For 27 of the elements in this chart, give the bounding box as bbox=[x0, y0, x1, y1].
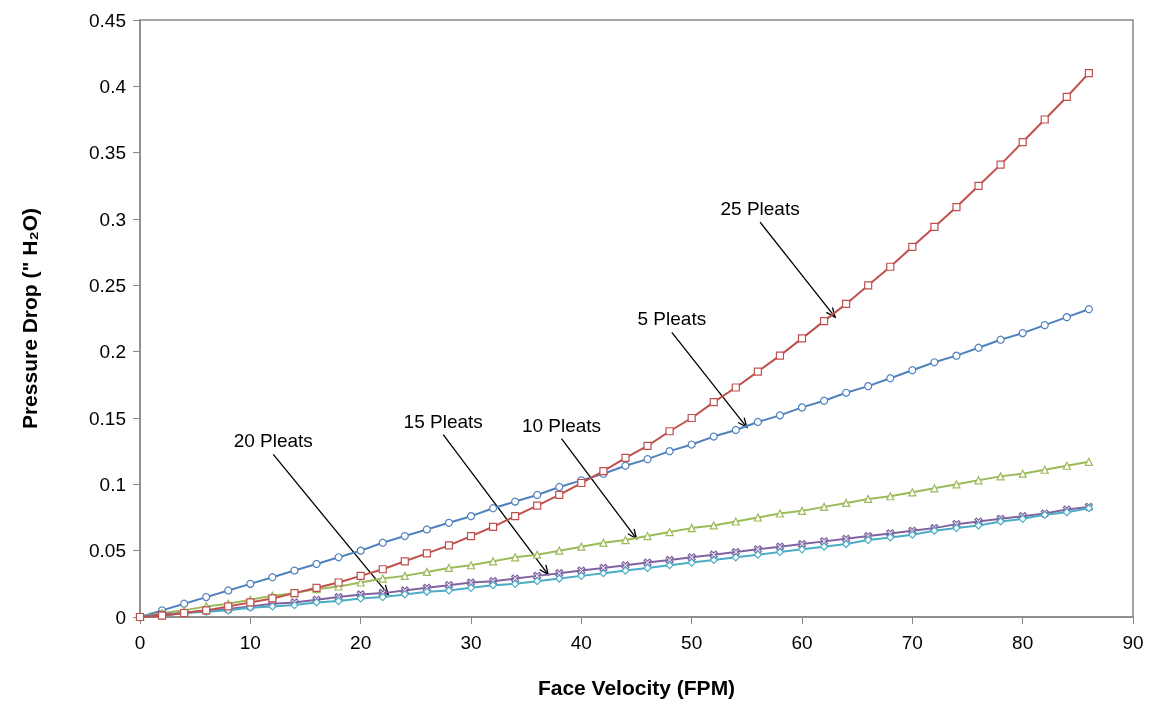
x-axis-title: Face Velocity (FPM) bbox=[537, 676, 736, 699]
y-tick-label: 0.15 bbox=[89, 407, 126, 429]
y-tick-label: 0.25 bbox=[89, 274, 126, 296]
x-tick-label: 10 bbox=[239, 632, 261, 653]
annotation: 25 Pleats bbox=[720, 198, 800, 220]
y-tick-label: 0.2 bbox=[99, 341, 126, 363]
x-tick-label: 80 bbox=[1012, 632, 1034, 653]
x-tick-label: 90 bbox=[1122, 632, 1144, 653]
x-tick-label: 20 bbox=[350, 632, 372, 653]
x-tick-label: 50 bbox=[681, 632, 703, 653]
y-tick-label: 0.45 bbox=[89, 9, 126, 31]
y-tick-label: 0.1 bbox=[99, 473, 126, 495]
y-tick-label: 0 bbox=[115, 606, 126, 628]
y-tick-label: 0.4 bbox=[99, 75, 127, 97]
y-tick-label: 0.3 bbox=[99, 208, 126, 230]
annotation: 5 Pleats bbox=[637, 308, 707, 330]
x-tick-label: 40 bbox=[570, 632, 592, 653]
annotation: 10 Pleats bbox=[521, 414, 602, 436]
x-tick-label: 30 bbox=[460, 632, 482, 653]
y-tick-label: 0.35 bbox=[89, 142, 126, 164]
x-tick-label: 70 bbox=[901, 632, 923, 653]
x-tick-label: 0 bbox=[134, 632, 146, 653]
x-tick-label: 60 bbox=[791, 632, 813, 653]
y-tick-label: 0.05 bbox=[89, 540, 126, 562]
y-axis-title: Pressure Drop (" H₂O) bbox=[18, 207, 41, 430]
annotation: 20 Pleats bbox=[233, 430, 313, 452]
annotation: 15 Pleats bbox=[403, 410, 483, 432]
